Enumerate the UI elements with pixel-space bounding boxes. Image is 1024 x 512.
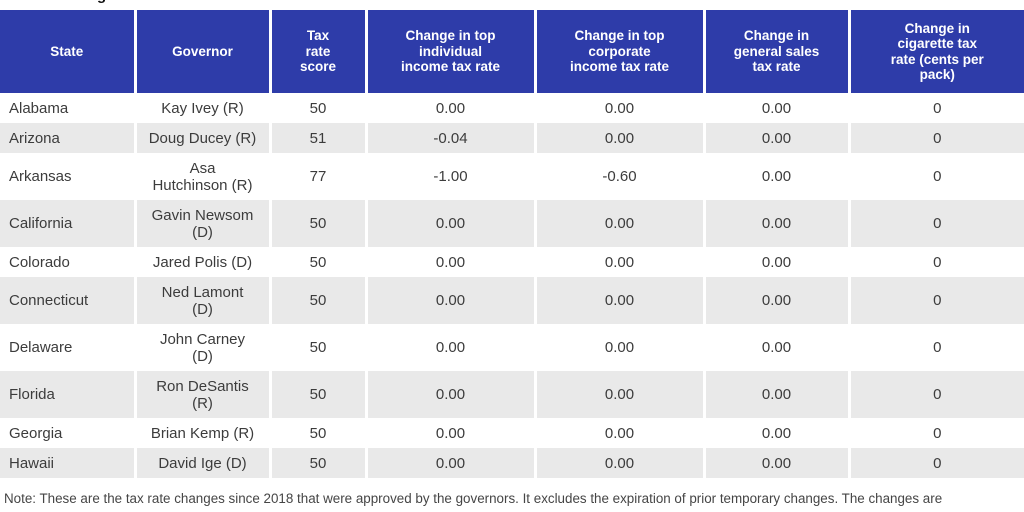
cell-cigarette: 0 — [847, 200, 1024, 247]
table-footnote: Note: These are the tax rate changes sin… — [4, 491, 943, 506]
cell-state: Hawaii — [0, 448, 135, 478]
governor-tax-changes-table: State Governor Tax rate score Change in … — [0, 10, 1024, 478]
table-row-georgia: Georgia Brian Kemp (R) 50 0.00 0.00 0.00… — [0, 418, 1024, 448]
column-header-general-sales: Change in general sales tax rate — [702, 10, 849, 93]
table-row-delaware: Delaware John Carney (D) 50 0.00 0.00 0.… — [0, 324, 1024, 371]
cell-governor: Doug Ducey (R) — [133, 123, 270, 153]
column-header-individual-income: Change in top individual income tax rate — [364, 10, 535, 93]
table-row-alabama: Alabama Kay Ivey (R) 50 0.00 0.00 0.00 0 — [0, 93, 1024, 123]
cell-governor: Ned Lamont (D) — [133, 277, 270, 324]
cell-score: 50 — [268, 200, 366, 247]
cell-corporate: 0.00 — [533, 418, 704, 448]
cell-state: Florida — [0, 371, 135, 418]
table-row-arkansas: Arkansas Asa Hutchinson (R) 77 -1.00 -0.… — [0, 153, 1024, 200]
cell-cigarette: 0 — [847, 153, 1024, 200]
cell-cigarette: 0 — [847, 418, 1024, 448]
cell-individual: 0.00 — [364, 371, 535, 418]
cell-cigarette: 0 — [847, 93, 1024, 123]
cell-cigarette: 0 — [847, 324, 1024, 371]
cell-sales: 0.00 — [702, 200, 849, 247]
cell-individual: 0.00 — [364, 200, 535, 247]
cell-score: 50 — [268, 418, 366, 448]
cell-score: 50 — [268, 324, 366, 371]
cell-score: 77 — [268, 153, 366, 200]
cell-score: 50 — [268, 277, 366, 324]
cell-score: 50 — [268, 247, 366, 277]
column-header-corporate-income: Change in top corporate income tax rate — [533, 10, 704, 93]
table-row-connecticut: Connecticut Ned Lamont (D) 50 0.00 0.00 … — [0, 277, 1024, 324]
column-header-governor: Governor — [133, 10, 270, 93]
cell-state: Georgia — [9, 424, 63, 442]
cell-individual: -1.00 — [364, 153, 535, 200]
cell-score: 50 — [268, 371, 366, 418]
cell-corporate: 0.00 — [533, 448, 704, 478]
cell-sales: 0.00 — [702, 418, 849, 448]
cell-score: 50 — [268, 448, 366, 478]
cell-score: 51 — [268, 123, 366, 153]
table-row-florida: Florida Ron DeSantis (R) 50 0.00 0.00 0.… — [0, 371, 1024, 418]
cell-individual: 0.00 — [364, 418, 535, 448]
cell-corporate: 0.00 — [533, 200, 704, 247]
cell-individual: -0.04 — [364, 123, 535, 153]
cell-state: Arizona — [0, 123, 135, 153]
cell-corporate: 0.00 — [533, 123, 704, 153]
column-header-cigarette: Change in cigarette tax rate (cents per … — [847, 10, 1024, 93]
cell-governor: Gavin Newsom (D) — [133, 200, 270, 247]
cell-individual: 0.00 — [364, 277, 535, 324]
cell-sales: 0.00 — [702, 277, 849, 324]
cell-governor: Kay Ivey (R) — [133, 93, 270, 123]
cell-score: 50 — [268, 93, 366, 123]
cell-corporate: -0.60 — [533, 153, 704, 200]
cell-state: Connecticut — [0, 277, 135, 324]
cropped-title-fragment: g — [97, 0, 115, 5]
cell-sales: 0.00 — [702, 448, 849, 478]
cell-sales: 0.00 — [702, 324, 849, 371]
cell-individual: 0.00 — [364, 93, 535, 123]
cell-sales: 0.00 — [702, 153, 849, 200]
cell-cigarette: 0 — [847, 123, 1024, 153]
cell-sales: 0.00 — [702, 371, 849, 418]
cell-corporate: 0.00 — [533, 277, 704, 324]
cell-governor: Ron DeSantis (R) — [133, 371, 270, 418]
cell-corporate: 0.00 — [533, 247, 704, 277]
table-row-arizona: Arizona Doug Ducey (R) 51 -0.04 0.00 0.0… — [0, 123, 1024, 153]
cell-cigarette: 0 — [847, 277, 1024, 324]
cell-individual: 0.00 — [364, 247, 535, 277]
cell-state: Alabama — [9, 99, 69, 117]
cell-state: Colorado — [9, 253, 70, 271]
cell-sales: 0.00 — [702, 247, 849, 277]
table-row-colorado: Colorado Jared Polis (D) 50 0.00 0.00 0.… — [0, 247, 1024, 277]
cell-governor: Brian Kemp (R) — [133, 418, 270, 448]
cell-cigarette: 0 — [847, 448, 1024, 478]
cell-state: Delaware — [9, 339, 73, 356]
cell-governor: Jared Polis (D) — [133, 247, 270, 277]
column-header-tax-rate-score: Tax rate score — [268, 10, 366, 93]
table-header: State Governor Tax rate score Change in … — [0, 10, 1024, 93]
cell-sales: 0.00 — [702, 93, 849, 123]
cell-sales: 0.00 — [702, 123, 849, 153]
table-row-california: California Gavin Newsom (D) 50 0.00 0.00… — [0, 200, 1024, 247]
header-row: State Governor Tax rate score Change in … — [0, 10, 1024, 93]
column-header-state: State — [0, 10, 135, 93]
cell-state: California — [0, 200, 135, 247]
cell-individual: 0.00 — [364, 324, 535, 371]
cell-governor: John Carney (D) — [133, 324, 270, 371]
cell-corporate: 0.00 — [533, 371, 704, 418]
cell-corporate: 0.00 — [533, 93, 704, 123]
cell-cigarette: 0 — [847, 247, 1024, 277]
table-body: Alabama Kay Ivey (R) 50 0.00 0.00 0.00 0… — [0, 93, 1024, 478]
cell-governor: Asa Hutchinson (R) — [133, 153, 270, 200]
table-row-hawaii: Hawaii David Ige (D) 50 0.00 0.00 0.00 0 — [0, 448, 1024, 478]
cell-cigarette: 0 — [847, 371, 1024, 418]
cell-governor: David Ige (D) — [133, 448, 270, 478]
cropped-title-glyph: g — [97, 0, 115, 4]
cell-corporate: 0.00 — [533, 324, 704, 371]
cell-state: Arkansas — [9, 168, 72, 185]
cell-individual: 0.00 — [364, 448, 535, 478]
